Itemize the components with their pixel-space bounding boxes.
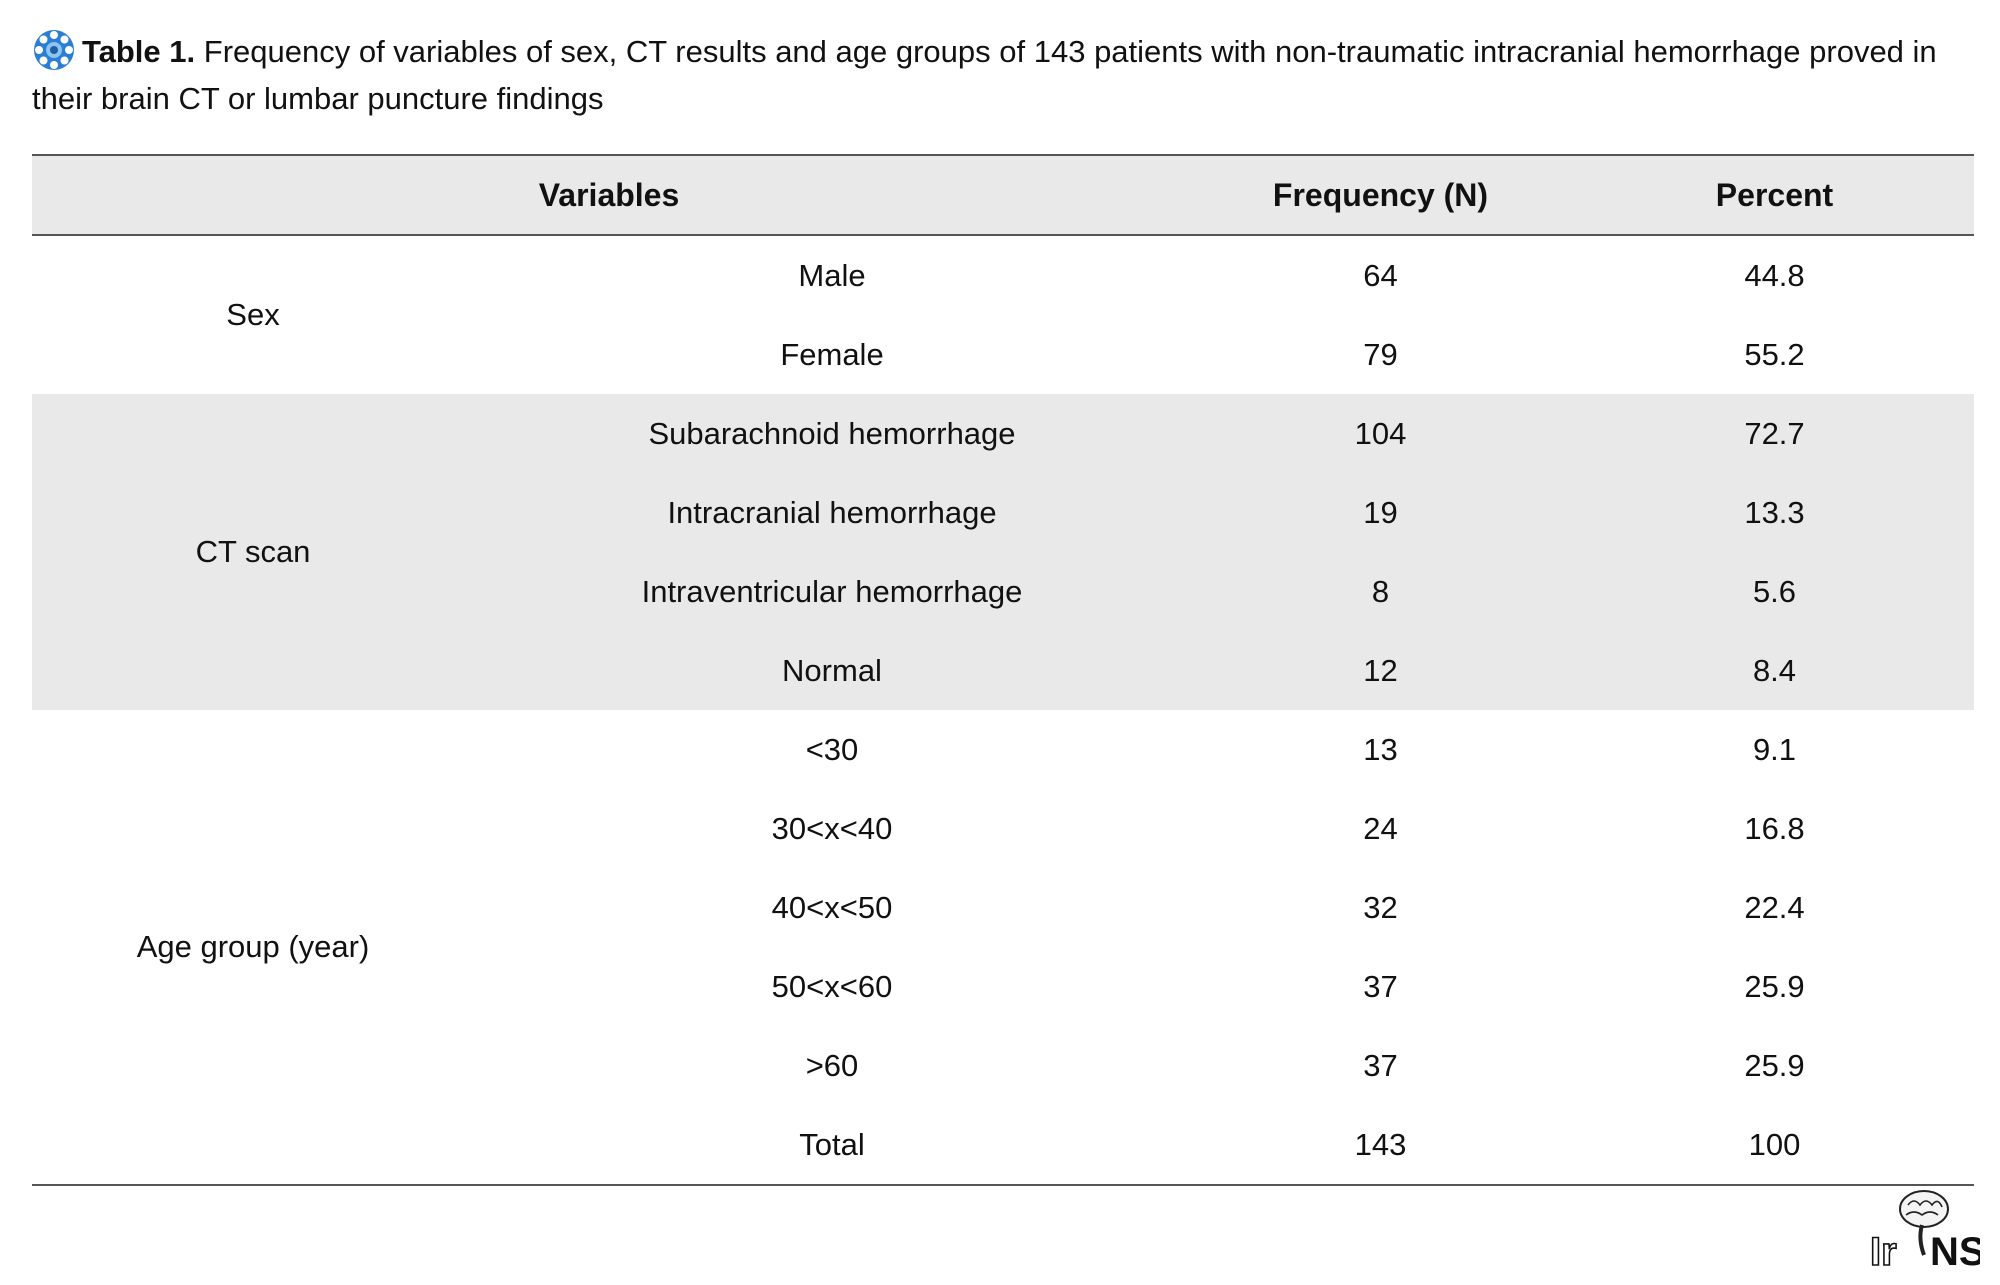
frequency-cell: 104 [1354, 415, 1407, 451]
subcategory-cell: Normal [782, 652, 882, 688]
frequency-cell: 37 [1363, 1047, 1398, 1083]
subcategory-cell: Subarachnoid hemorrhage [648, 415, 1016, 451]
frequency-cell: 64 [1363, 257, 1398, 293]
table-row: 40<x<50 32 22.4 [32, 868, 1974, 947]
percent-cell: 9.1 [1752, 731, 1797, 767]
percent-cell: 100 [1748, 1126, 1801, 1162]
percent-cell: 22.4 [1744, 889, 1805, 925]
frequency-table: Variables Frequency (N) Percent Sex Male… [32, 154, 1974, 1186]
group-label: CT scan [195, 534, 311, 569]
frequency-cell: 32 [1363, 889, 1398, 925]
table-row: Intracranial hemorrhage 19 13.3 [32, 473, 1974, 552]
group-ct-scan: CT scan Subarachnoid hemorrhage 104 72.7… [32, 394, 1974, 710]
caption-text: Frequency of variables of sex, CT result… [32, 34, 1937, 116]
table-row: Male 64 44.8 [32, 236, 1974, 315]
table-row: Total 143 100 [32, 1105, 1974, 1184]
table-row: 50<x<60 37 25.9 [32, 947, 1974, 1026]
table-row: Subarachnoid hemorrhage 104 72.7 [32, 394, 1974, 473]
percent-cell: 72.7 [1744, 415, 1805, 451]
subcategory-cell: Intracranial hemorrhage [667, 494, 997, 530]
percent-cell: 8.4 [1752, 652, 1797, 688]
table-row: Normal 12 8.4 [32, 631, 1974, 710]
header-percent: Percent [1715, 176, 1834, 213]
subcategory-cell: >60 [805, 1047, 859, 1083]
svg-text:Ir: Ir [1870, 1230, 1897, 1270]
table-row: 30<x<40 24 16.8 [32, 789, 1974, 868]
group-sex: Sex Male 64 44.8 Female 79 55.2 [32, 236, 1974, 394]
frequency-cell: 79 [1363, 336, 1398, 372]
brain-logo-icon: Ir NS [1869, 1190, 1980, 1270]
frequency-cell: 19 [1363, 494, 1398, 530]
frequency-cell: 12 [1363, 652, 1398, 688]
percent-cell: 55.2 [1744, 336, 1805, 372]
subcategory-cell: 50<x<60 [771, 968, 893, 1004]
table-row: Intraventricular hemorrhage 8 5.6 [32, 552, 1974, 631]
rosette-icon [34, 30, 74, 70]
frequency-cell: 24 [1363, 810, 1398, 846]
subcategory-cell: Total [799, 1126, 865, 1162]
table-row: Female 79 55.2 [32, 315, 1974, 394]
subcategory-cell: <30 [805, 731, 859, 767]
subcategory-cell: Male [798, 257, 866, 293]
svg-text:NS: NS [1930, 1230, 1980, 1270]
table-header: Variables Frequency (N) Percent [32, 156, 1974, 236]
caption-lead: Table 1. [82, 34, 196, 69]
subcategory-cell: Intraventricular hemorrhage [641, 573, 1023, 609]
subcategory-cell: 30<x<40 [771, 810, 893, 846]
group-label: Age group (year) [136, 929, 370, 964]
percent-cell: 13.3 [1744, 494, 1805, 530]
frequency-cell: 37 [1363, 968, 1398, 1004]
group-label: Sex [226, 297, 280, 332]
table-row: >60 37 25.9 [32, 1026, 1974, 1105]
subcategory-cell: Female [780, 336, 884, 372]
percent-cell: 25.9 [1744, 968, 1805, 1004]
frequency-cell: 8 [1371, 573, 1390, 609]
subcategory-cell: 40<x<50 [771, 889, 893, 925]
frequency-cell: 143 [1354, 1126, 1407, 1162]
table-row: <30 13 9.1 [32, 710, 1974, 789]
group-age: Age group (year) <30 13 9.1 30<x<40 24 1… [32, 710, 1974, 1184]
header-variables: Variables [538, 176, 680, 213]
percent-cell: 5.6 [1752, 573, 1797, 609]
percent-cell: 25.9 [1744, 1047, 1805, 1083]
table-caption: Table 1. Frequency of variables of sex, … [32, 28, 1982, 122]
header-frequency: Frequency (N) [1272, 176, 1489, 213]
percent-cell: 44.8 [1744, 257, 1805, 293]
percent-cell: 16.8 [1744, 810, 1805, 846]
frequency-cell: 13 [1363, 731, 1398, 767]
